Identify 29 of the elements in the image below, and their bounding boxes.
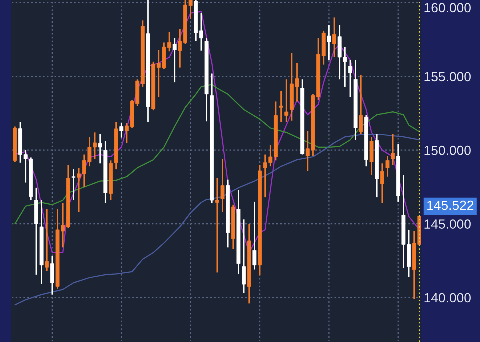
- candlestick: [98, 133, 102, 164]
- candlestick: [284, 78, 289, 124]
- y-tick-label: 150.000: [424, 146, 471, 156]
- candlestick: [359, 74, 364, 135]
- candlestick: [380, 162, 384, 204]
- candlestick: [332, 16, 336, 58]
- candlestick: [391, 133, 396, 166]
- candlestick: [45, 208, 50, 272]
- candlestick: [220, 158, 225, 213]
- candlestick: [252, 201, 257, 270]
- candlestick: [215, 178, 220, 274]
- y-tick-label: 145.000: [424, 220, 471, 229]
- line-series: [14, 84, 420, 225]
- candlestick: [279, 90, 284, 124]
- candlestick: [50, 256, 54, 296]
- y-tick-label: 140.000: [424, 293, 471, 303]
- candlestick: [120, 122, 124, 139]
- candlestick: [34, 187, 38, 276]
- candlestick: [72, 168, 76, 202]
- y-tick-label: 160.000: [424, 3, 471, 13]
- candlestick: [242, 218, 246, 294]
- text: 145.522: [428, 200, 474, 210]
- candlestick: [370, 136, 374, 176]
- candlestick: [172, 38, 177, 84]
- y-tick-label: 155.000: [424, 72, 471, 82]
- candlestick: [386, 156, 390, 178]
- candlestick: [348, 60, 352, 98]
- candlestick: [327, 24, 332, 62]
- line-series: [14, 134, 420, 306]
